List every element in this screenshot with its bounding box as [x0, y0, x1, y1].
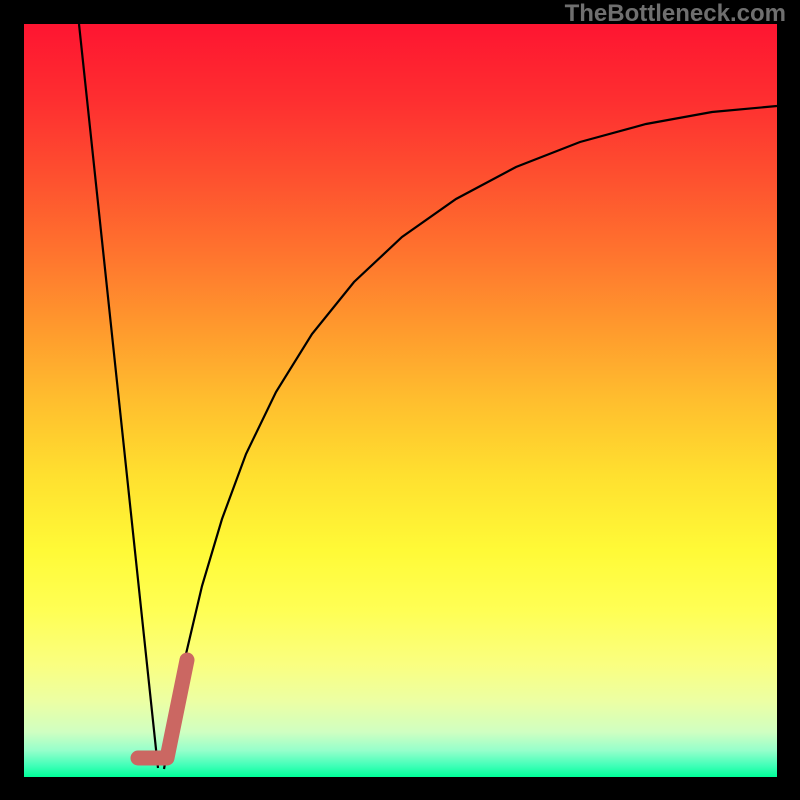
bottleneck-curve: [24, 24, 777, 777]
optimal-marker: [138, 660, 187, 758]
chart-container: TheBottleneck.com: [0, 0, 800, 800]
plot-area: [24, 24, 777, 777]
left-falling-line: [79, 24, 158, 768]
right-rising-curve: [164, 106, 777, 769]
watermark-text: TheBottleneck.com: [565, 0, 786, 28]
